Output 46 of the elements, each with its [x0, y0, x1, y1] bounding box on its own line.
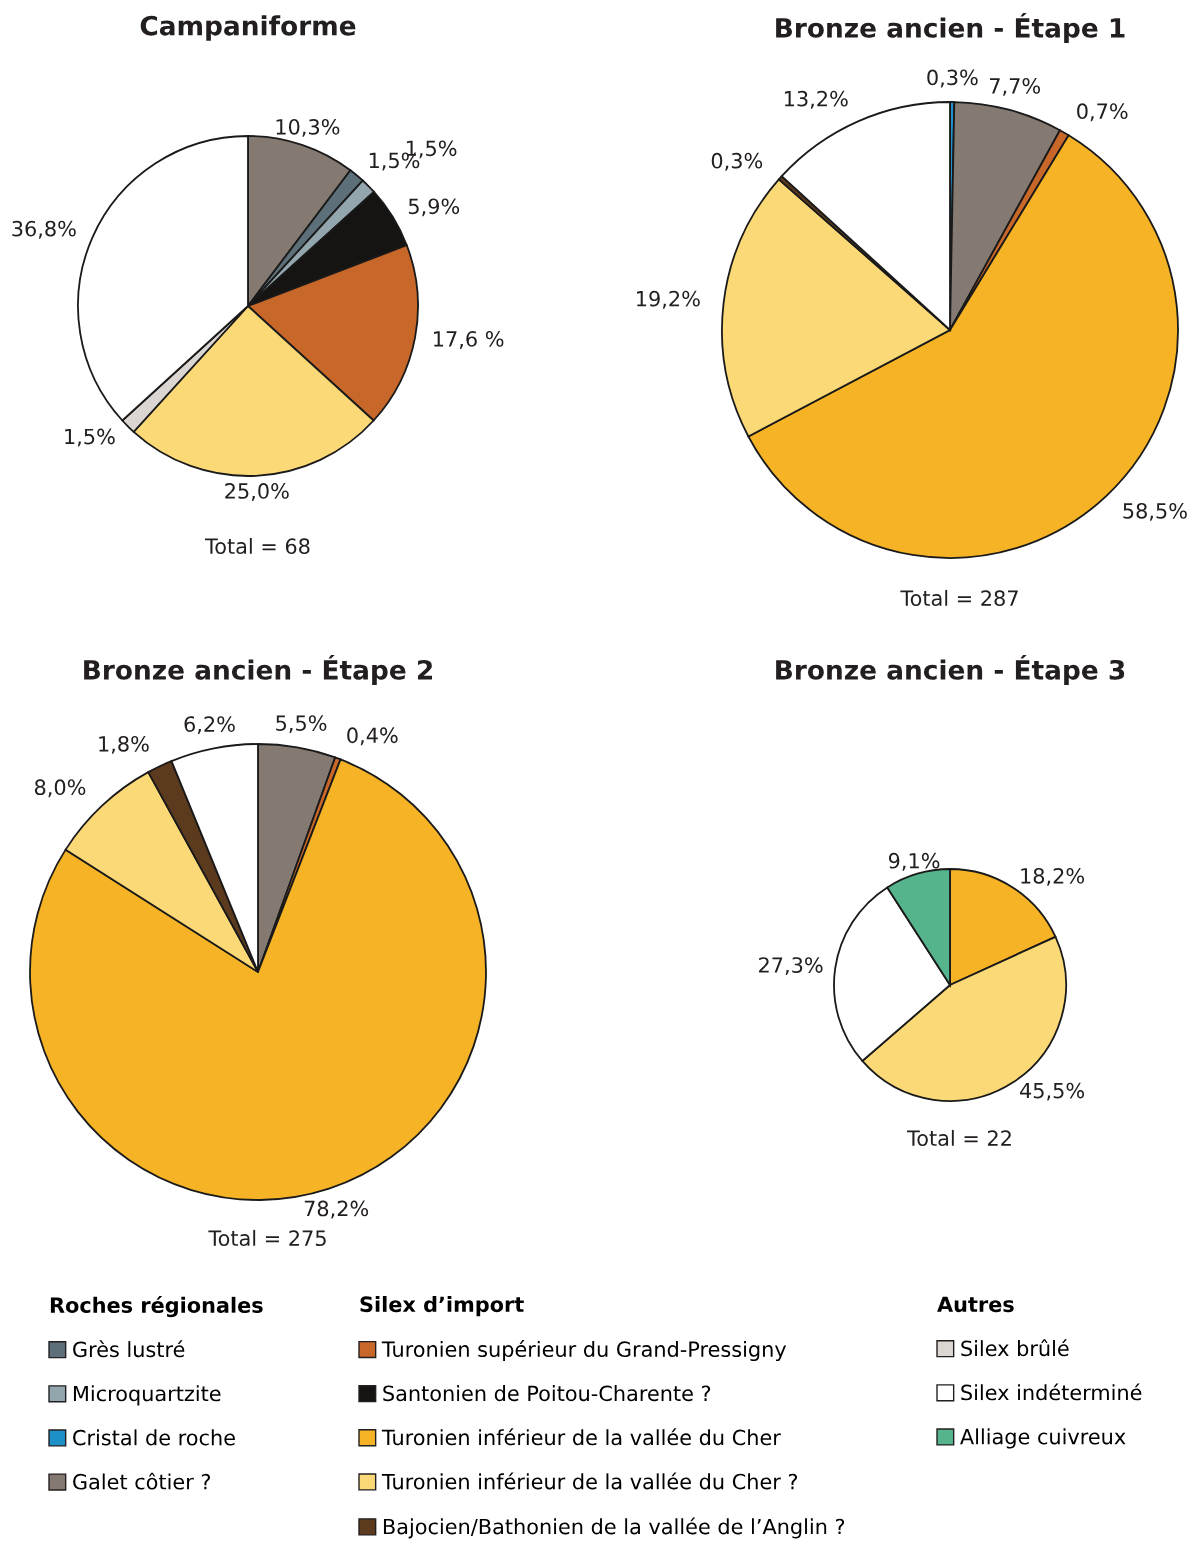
category-label: Galet côtier ? — [73, 1472, 210, 1490]
text: Autres — [937, 1296, 1014, 1313]
data-label: 25,0% — [225, 483, 289, 501]
category-label: Microquartzite — [73, 1385, 221, 1406]
data-label: 45,5% — [1020, 1082, 1085, 1101]
data-label: 58,5% — [1123, 502, 1187, 521]
data-label: 0,7% — [1077, 103, 1128, 122]
data-label: 1,8% — [99, 735, 149, 754]
chart-title: Bronze ancien - Étape 1 — [776, 13, 1125, 43]
data-label: 7,7% — [989, 77, 1041, 96]
data-label: 17,6 % — [434, 331, 504, 349]
data-label: 18,2% — [1021, 867, 1085, 886]
text: Total = 68 — [205, 537, 310, 555]
chart-title: Campaniforme — [140, 15, 356, 41]
data-label: 19,2% — [637, 290, 700, 309]
category-label: Silex brûlé — [961, 1339, 1069, 1357]
category-label: Cristal de roche — [73, 1429, 235, 1446]
data-label: 10,3% — [276, 118, 340, 137]
data-label: 0,3% — [711, 152, 763, 171]
data-label: 27,3% — [759, 957, 823, 976]
data-label: 13,2% — [784, 90, 848, 109]
text: Total = 287 — [900, 589, 1018, 607]
data-label: 9,1% — [888, 852, 940, 871]
data-label: 6,2% — [184, 716, 235, 735]
data-label: 36,8% — [12, 220, 76, 239]
text: Roches régionales — [50, 1296, 263, 1318]
text: Silex d’import — [360, 1296, 524, 1317]
data-label: 78,2% — [304, 1200, 369, 1219]
category-label: Turonien supérieur du Grand-Pressigny — [381, 1340, 787, 1362]
category-label: Alliage cuivreux — [960, 1428, 1126, 1449]
chart-title: Bronze ancien - Étape 3 — [776, 655, 1125, 685]
data-label: 5,9% — [408, 198, 460, 217]
category-label: Silex indéterminé — [961, 1383, 1142, 1401]
data-label: 8,0% — [34, 779, 86, 798]
category-label: Bajocien/Bathonien de la vallée de l’Anglin ? — [383, 1517, 845, 1539]
data-label: 0,4% — [347, 727, 398, 746]
category-label: Santonien de Poitou-Charente ? — [383, 1385, 711, 1402]
category-label: Turonien inférieur de la vallée du Cher — [381, 1428, 781, 1446]
text: Total = 22 — [907, 1129, 1011, 1147]
chart-title: Bronze ancien - Étape 2 — [84, 655, 432, 685]
category-label: Grès lustré — [73, 1340, 185, 1358]
data-label: 0,3% — [927, 69, 978, 88]
data-label: 5,5% — [276, 715, 327, 734]
category-label: Turonien inférieur de la vallée du Cher ? — [381, 1472, 798, 1490]
data-label: 1,5% — [65, 428, 115, 447]
text: Total = 275 — [208, 1229, 326, 1247]
